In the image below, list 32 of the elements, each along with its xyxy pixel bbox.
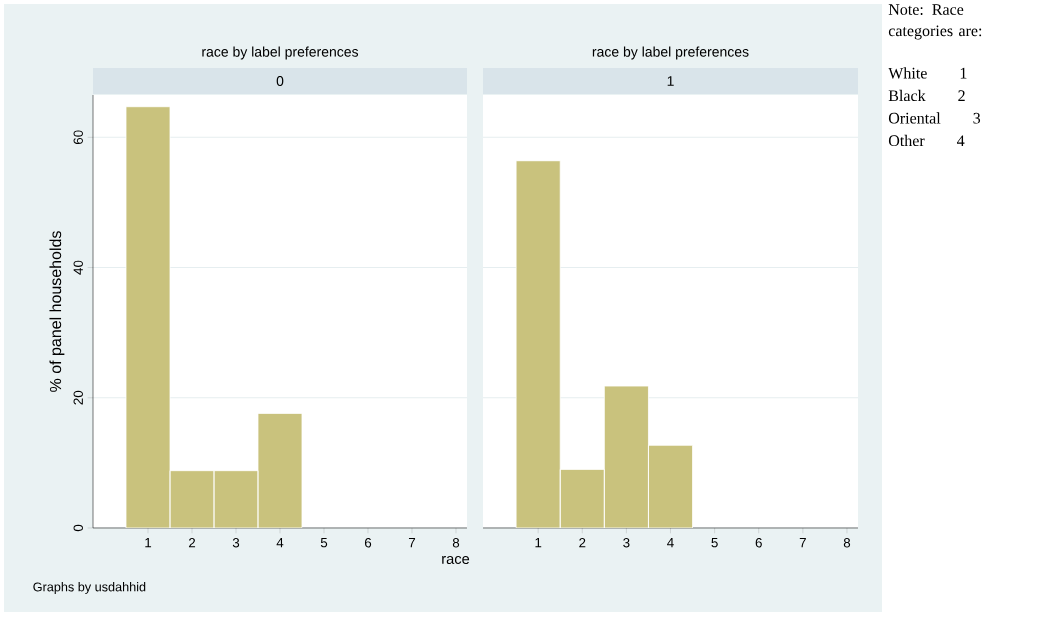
x-tick-label: 1 bbox=[145, 538, 152, 548]
x-tick-label: 4 bbox=[276, 538, 284, 548]
text: Graphs by usdahhid bbox=[33, 582, 146, 594]
x-tick-label: 8 bbox=[452, 538, 460, 548]
text: Oriental 3 bbox=[888, 112, 981, 124]
x-tick-label: 8 bbox=[843, 538, 851, 548]
y-tick-label: 20 bbox=[73, 390, 83, 405]
x-tick-label: 6 bbox=[364, 538, 372, 548]
y-tick-label: 0 bbox=[73, 524, 83, 532]
x-tick-label: 7 bbox=[799, 538, 806, 548]
x-tick-label: 6 bbox=[755, 538, 762, 548]
y-tick-label: 60 bbox=[73, 130, 83, 145]
chart-subtitle: 1 bbox=[667, 76, 674, 86]
chart-title: race by label preferences bbox=[202, 46, 359, 60]
text: Note: Race categories are: bbox=[888, 4, 982, 40]
x-axis-title: race bbox=[442, 555, 470, 564]
y-tick-label: 40 bbox=[73, 260, 83, 275]
text: Other 4 bbox=[888, 134, 965, 147]
x-tick-label: 2 bbox=[188, 538, 196, 548]
text: Black 2 bbox=[888, 89, 965, 102]
x-tick-label: 2 bbox=[579, 538, 586, 548]
chart-title: race by label preferences bbox=[592, 46, 749, 60]
x-tick-label: 3 bbox=[232, 538, 240, 548]
x-tick-label: 4 bbox=[667, 538, 674, 548]
x-tick-label: 5 bbox=[711, 538, 718, 548]
x-tick-label: 3 bbox=[623, 538, 630, 548]
x-tick-label: 5 bbox=[320, 538, 328, 548]
text: White 1 bbox=[888, 67, 967, 79]
y-axis-title: % of panel households bbox=[49, 231, 65, 392]
x-tick-label: 1 bbox=[535, 538, 542, 548]
x-tick-label: 7 bbox=[408, 538, 416, 548]
chart-subtitle: 0 bbox=[276, 76, 284, 86]
